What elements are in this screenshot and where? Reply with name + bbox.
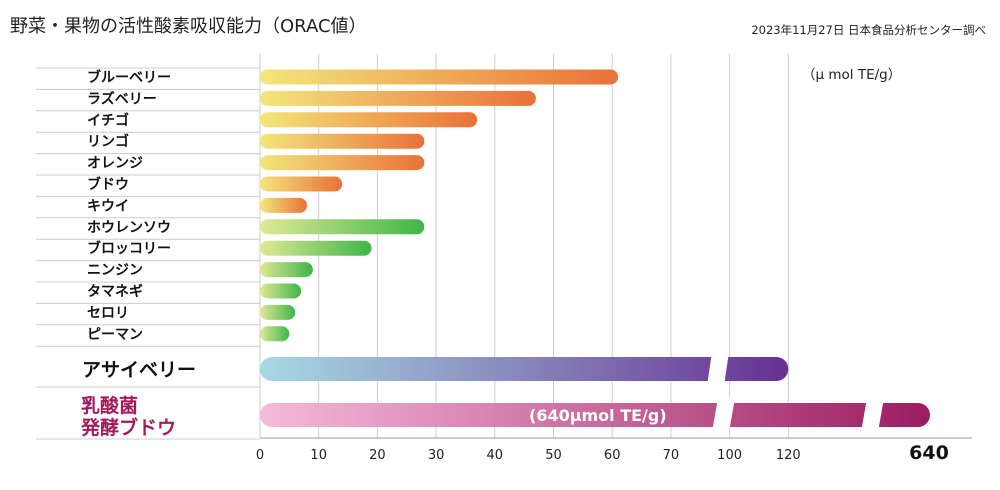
category-label: ホウレンソウ	[87, 220, 171, 236]
source-note: 2023年11月27日 日本食品分析センター調べ	[751, 23, 986, 37]
x-tick-label: 60	[604, 448, 621, 463]
probiotic-value-label: 640	[909, 442, 949, 464]
probiotic-value-annotation: (640μmol TE/g)	[529, 406, 667, 425]
category-label: オレンジ	[87, 156, 143, 172]
bar	[260, 69, 619, 85]
bar	[260, 304, 296, 320]
bar	[260, 176, 343, 192]
category-label: ブドウ	[87, 176, 129, 193]
bar	[260, 262, 313, 278]
x-tick-label: 40	[487, 448, 504, 463]
x-tick-labels: 0 10 20 30 40 50 60 70 100 120	[256, 448, 801, 463]
bar	[260, 219, 425, 235]
category-label: リンゴ	[87, 133, 129, 150]
chart-title: 野菜・果物の活性酸素吸収能力（ORAC値）	[10, 16, 367, 37]
bar	[260, 240, 372, 256]
category-label: ブルーベリー	[87, 69, 171, 86]
bar	[260, 403, 930, 427]
axis-break-gap	[712, 398, 735, 432]
x-tick-label: 70	[663, 448, 680, 463]
category-label: 発酵ブドウ	[80, 416, 176, 439]
bar	[260, 357, 789, 381]
x-tick-label: 50	[545, 448, 562, 463]
category-label: ニンジン	[87, 263, 143, 279]
category-label: 乳酸菌	[81, 394, 138, 417]
bar	[260, 133, 425, 149]
unit-label: （μ mol TE/g）	[802, 67, 901, 83]
bars: (640μmol TE/g)	[260, 69, 930, 432]
category-label: ピーマン	[87, 327, 143, 343]
category-label: イチゴ	[87, 112, 129, 129]
bar	[260, 90, 536, 106]
bar	[260, 283, 302, 299]
category-label: ラズベリー	[87, 90, 157, 107]
bar	[260, 112, 478, 128]
bar	[260, 326, 290, 342]
orac-bar-chart: (640μmol TE/g) ブルーベリーラズベリーイチゴリンゴオレンジブドウキ…	[36, 54, 972, 464]
category-labels: ブルーベリーラズベリーイチゴリンゴオレンジブドウキウイホウレンソウブロッコリーニ…	[80, 69, 949, 464]
bar	[260, 155, 425, 171]
category-label: セロリ	[87, 305, 129, 321]
category-label: キウイ	[87, 198, 129, 214]
axis-break-gap	[861, 398, 884, 432]
chart-frame: (640μmol TE/g) ブルーベリー ラズベリーイチゴリンゴオレンジブドウキ…	[32, 46, 987, 476]
x-tick-label: 10	[310, 448, 327, 463]
row-separators	[36, 67, 260, 440]
category-label: アサイベリー	[82, 359, 196, 381]
category-label: タマネギ	[87, 283, 143, 300]
category-label: ブロッコリー	[87, 240, 171, 257]
x-tick-label: 0	[256, 448, 264, 463]
axis-break-gap	[707, 352, 729, 386]
x-tick-label: 20	[369, 448, 386, 463]
x-tick-label: 30	[428, 448, 445, 463]
bar	[260, 197, 307, 213]
x-tick-label: 120	[776, 448, 801, 463]
x-tick-label: 100	[717, 448, 742, 463]
